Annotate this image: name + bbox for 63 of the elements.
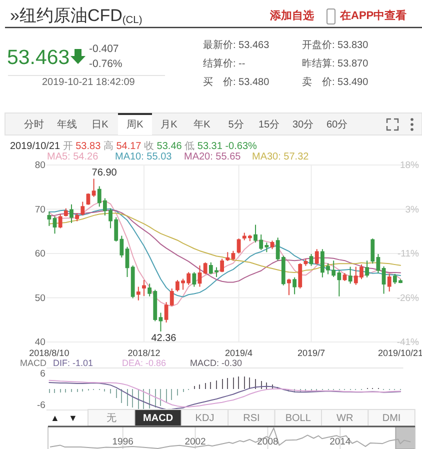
y-tick-label: 50 <box>34 292 46 304</box>
text: 年线 <box>57 118 77 130</box>
text: BOLL <box>285 412 312 424</box>
text: KDJ <box>195 412 214 424</box>
x-tick-label: 2018/12 <box>128 348 160 358</box>
x-tick-label: 2008 <box>257 436 278 447</box>
text: 卖 价: 53.490 <box>302 76 369 88</box>
y-tick-label: 40 <box>34 336 46 348</box>
series-label: MACD: -0.30 <box>190 358 242 368</box>
y2-tick-label: -11% <box>398 248 420 259</box>
annotation: 42.36 <box>151 332 177 344</box>
text: 5分 <box>228 118 244 130</box>
annotation: 76.90 <box>92 167 118 178</box>
text: MA20: 55.65 <box>184 151 242 162</box>
text: 在APP中查看 <box>339 9 407 22</box>
text: ▲ <box>50 412 60 423</box>
text: MA10: 55.03 <box>115 151 172 162</box>
text: 买 价: 53.480 <box>203 76 270 88</box>
text: MA30: 57.32 <box>252 151 310 162</box>
y-tick-label: 80 <box>34 160 46 170</box>
x-tick-label: 2018/8/10 <box>29 348 70 358</box>
series-label: DEA: -0.86 <box>122 358 166 368</box>
text: 15分 <box>258 118 280 130</box>
text: MA5: 54.26 <box>47 151 99 162</box>
text: MACD <box>143 412 174 424</box>
y-tick-label: 60 <box>34 248 46 259</box>
x-tick-label: 2019/4 <box>225 348 253 358</box>
series-label: DIF: -1.01 <box>53 358 94 368</box>
text: 日K <box>92 119 109 130</box>
y-tick-label: 6 <box>40 368 46 379</box>
text: 结算价: -- <box>203 57 246 69</box>
text: ▼ <box>68 412 78 423</box>
y-tick-label: -6 <box>36 399 46 410</box>
text: -0.76% <box>89 58 122 70</box>
text: 月K <box>160 119 178 130</box>
text: 开盘价: 53.830 <box>302 38 369 50</box>
y2-tick-label: -41% <box>396 336 420 348</box>
chart-title: MACD <box>20 358 47 368</box>
y-tick-label: 70 <box>34 204 46 215</box>
x-tick-label: 1996 <box>112 436 134 447</box>
text: 周K <box>126 119 144 130</box>
text: 年K <box>194 118 211 130</box>
text: 最新价: 53.463 <box>203 38 270 50</box>
text: DMI <box>382 412 401 424</box>
text: 添加自选 <box>269 9 314 22</box>
y2-tick-label: 3% <box>405 204 420 215</box>
text: 60分 <box>326 118 348 130</box>
y2-tick-label: -26% <box>396 292 420 304</box>
y2-tick-label: 18% <box>400 160 420 170</box>
text: -0.407 <box>89 43 119 55</box>
text: 昨结算: 53.870 <box>302 57 369 69</box>
x-tick-label: 2014 <box>330 436 351 447</box>
x-tick-label: 2002 <box>184 436 206 447</box>
text: 2019-10-21 18:42:09 <box>42 76 136 88</box>
text: 30分 <box>292 118 314 130</box>
x-tick-label: 2019/7 <box>298 348 326 358</box>
text: »纽约原油CFD$_{(CL)}$ <box>10 6 142 26</box>
text: 2019/10/21 开 53.83 高 54.17 收 53.46 低 53.31 -0.63% <box>10 140 257 152</box>
text: WR <box>336 412 354 424</box>
text: 分时 <box>24 118 44 130</box>
text: 53.463 <box>7 46 70 68</box>
text: 无 <box>106 412 116 424</box>
text: RSI <box>243 412 260 424</box>
